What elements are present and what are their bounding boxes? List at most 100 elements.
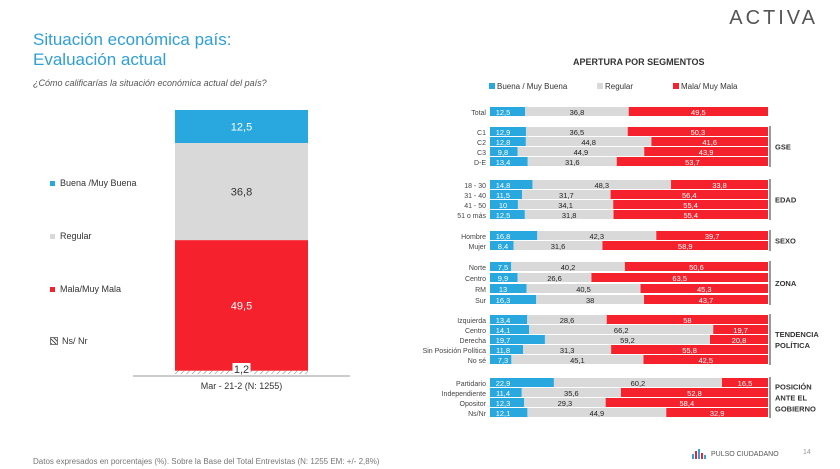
segment-bar-label-2: 43,7 [699, 296, 714, 305]
bar-segment-buena [175, 110, 308, 143]
segment-bar-2 [605, 398, 768, 407]
segment-bar-label-1: 66,2 [614, 326, 629, 335]
segment-bar-2 [713, 325, 768, 334]
segment-row-label: Mujer [468, 244, 486, 251]
segment-bar-label-0: 12,1 [496, 409, 511, 418]
segment-row-label: Izquierda [457, 318, 486, 325]
legend-swatch-nsnr [50, 337, 58, 345]
legend-swatch-buena [50, 180, 55, 186]
bar-segment-mala-label: 49,5 [231, 300, 252, 312]
segment-row-label: Ns/Nr [468, 411, 487, 418]
segment-bar-2 [643, 355, 768, 364]
segment-bar-label-0: 8,4 [498, 242, 508, 251]
segment-legend-label-0: Buena / Muy Buena [497, 82, 568, 91]
segment-bar-label-1: 35,6 [564, 389, 579, 398]
segment-row-label: No sé [468, 358, 486, 365]
segments-stacked-bar-chart: Buena / Muy Buena Regular Mala/ Muy Mala To… [423, 82, 819, 418]
segment-bar-1 [521, 388, 621, 397]
segment-bar-label-2: 43,9 [699, 148, 714, 157]
segment-row-label: 18 - 30 [464, 183, 486, 190]
segment-group-label: POSICIÓN [775, 383, 812, 392]
page-title-line1: Situación económica país: [33, 30, 232, 49]
segment-group-label: GSE [775, 143, 791, 152]
segment-bar-2 [624, 262, 768, 271]
segment-bar-2 [666, 408, 768, 417]
segment-bar-0 [490, 147, 518, 156]
legend-swatch-mala [50, 286, 55, 292]
segment-bar-0 [490, 335, 545, 344]
segment-bar-1 [527, 157, 617, 166]
segment-legend-label-2: Mala/ Muy Mala [681, 82, 738, 91]
bar-segment-mala [175, 240, 308, 371]
segment-legend-swatch-0 [489, 83, 495, 89]
segment-bar-label-0: 7,3 [498, 356, 508, 365]
segment-bar-2 [628, 107, 768, 116]
segment-bar-label-0: 16,8 [496, 232, 511, 241]
segment-bar-0 [490, 388, 522, 397]
segment-bar-label-1: 42,3 [589, 232, 604, 241]
segment-bar-0 [490, 284, 527, 293]
segment-row-label: Centro [465, 276, 486, 283]
segment-bar-0 [490, 345, 524, 354]
segment-bar-label-2: 52,8 [687, 389, 702, 398]
segment-bar-label-1: 31,3 [560, 346, 575, 355]
legend-swatch-regular [50, 233, 55, 239]
pulso-bars-icon [692, 449, 707, 459]
segment-bar-2 [721, 378, 768, 387]
segment-bar-1 [553, 378, 722, 387]
segment-bar-label-2: 32,9 [710, 409, 725, 418]
segment-bar-0 [490, 398, 525, 407]
segment-bar-0 [490, 190, 523, 199]
segment-bar-0 [490, 137, 526, 146]
segment-bar-1 [517, 200, 614, 209]
legend-item-buena: Buena /Muy Buena [50, 178, 137, 188]
segment-bar-0 [490, 127, 526, 136]
segment-bar-1 [537, 231, 657, 240]
segment-row-label: Hombre [461, 234, 486, 241]
segment-bar-label-1: 31,6 [565, 158, 580, 167]
segment-bar-label-1: 44,9 [590, 409, 605, 418]
segment-bar-label-2: 39,7 [705, 232, 720, 241]
segment-bar-label-2: 45,3 [697, 285, 712, 294]
segment-bar-2 [610, 190, 768, 199]
segment-bar-label-2: 58,9 [678, 242, 693, 251]
footnote: Datos expresados en porcentajes (%). Sob… [33, 457, 380, 466]
segment-row-label: 41 - 50 [464, 203, 486, 210]
pulso-logo-text: PULSO CIUDADANO [711, 450, 779, 458]
segment-bar-label-2: 50,3 [691, 128, 706, 137]
segment-group-label: ANTE EL [775, 394, 808, 403]
segment-group-label: ZONA [775, 279, 797, 288]
legend-label-mala: Mala/Muy Mala [60, 284, 122, 294]
segment-row-label: Centro [465, 328, 486, 335]
segment-bar-label-0: 12,8 [496, 138, 511, 147]
segment-bar-2 [627, 127, 768, 136]
segment-bar-0 [490, 200, 518, 209]
segment-bar-0 [490, 378, 554, 387]
segment-bar-1 [544, 335, 711, 344]
segment-bar-0 [490, 355, 512, 364]
segment-bar-1 [511, 262, 625, 271]
segment-bar-0 [490, 295, 537, 304]
segment-group-label: GOBIERNO [775, 405, 816, 414]
segment-bar-1 [524, 210, 614, 219]
segment-group-label: POLÍTICA [775, 341, 811, 350]
segment-bar-0 [490, 273, 518, 282]
legend-label-buena: Buena /Muy Buena [60, 178, 137, 188]
segment-row-label: Sin Posición Política [423, 348, 487, 355]
segment-bar-label-2: 55,4 [683, 211, 698, 220]
segment-bar-label-1: 40,2 [561, 263, 576, 272]
segment-bar-0 [490, 408, 528, 417]
segment-bar-2 [644, 147, 768, 156]
segment-row-label: 51 o más [457, 213, 486, 220]
segment-bar-label-0: 22,9 [496, 379, 511, 388]
segment-bar-1 [523, 345, 612, 354]
segment-bar-label-0: 12,3 [496, 399, 511, 408]
segment-bar-1 [511, 355, 644, 364]
legend-label-regular: Regular [60, 231, 92, 241]
segment-bar-label-1: 31,6 [551, 242, 566, 251]
segment-bar-2 [613, 210, 768, 219]
activa-logo: ACTIVA [729, 7, 818, 29]
segment-bar-label-2: 58 [683, 316, 691, 325]
x-tick-label: Mar - 21-2 (N: 1255) [201, 381, 283, 391]
segment-bar-label-1: 36,5 [570, 128, 585, 137]
